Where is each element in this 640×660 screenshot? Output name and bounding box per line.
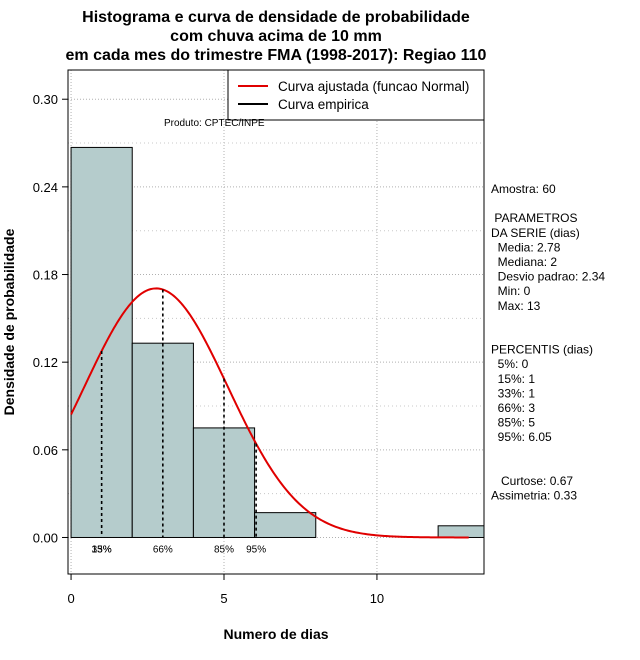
stat-line: 95%: 6.05 <box>491 430 552 444</box>
stat-line: DA SERIE (dias) <box>491 226 580 240</box>
percentile-lines: 15% 66% 85% 95% 33% <box>92 289 266 555</box>
x-tick-label: 5 <box>220 591 227 606</box>
y-tick-label: 0.06 <box>33 443 58 458</box>
normal-curve <box>70 287 469 539</box>
stat-line: 15%: 1 <box>491 372 535 386</box>
stat-line: Amostra: 60 <box>491 182 556 196</box>
stat-line: 85%: 5 <box>491 416 535 430</box>
stat-line: Min: 0 <box>491 284 531 298</box>
y-tick-label: 0.12 <box>33 355 58 370</box>
stat-line: PARAMETROS <box>491 211 577 225</box>
y-tick-label: 0.00 <box>33 530 58 545</box>
percentile-label: 95% <box>246 544 266 555</box>
y-tick-label: 0.24 <box>33 180 58 195</box>
stat-line: 5%: 0 <box>491 357 529 371</box>
histogram-bar <box>70 146 133 538</box>
legend-label: Curva ajustada (funcao Normal) <box>278 79 469 94</box>
percentile-label: 85% <box>214 544 234 555</box>
normal-curve-line <box>70 287 469 539</box>
stat-line: 33%: 1 <box>491 386 535 400</box>
x-tick-label: 10 <box>370 591 384 606</box>
legend: Curva ajustada (funcao Normal) Curva empi… <box>227 69 485 121</box>
y-tick-label: 0.30 <box>33 92 58 107</box>
stat-line: Media: 2.78 <box>491 240 561 254</box>
percentile-label: 15% <box>92 544 112 555</box>
histogram-bars <box>70 146 485 538</box>
percentile-label: 66% <box>153 544 173 555</box>
legend-label: Curva empirica <box>278 97 369 112</box>
chart-title: Histograma e curva de densidade de proba… <box>66 9 487 64</box>
stat-line: Max: 13 <box>491 299 541 313</box>
stat-line: 66%: 3 <box>491 401 535 415</box>
histogram-bar <box>437 525 485 538</box>
x-tick-label: 0 <box>67 591 74 606</box>
title-line: em cada mes do trimestre FMA (1998-2017)… <box>66 47 487 64</box>
histogram-bar <box>254 512 317 538</box>
legend-box <box>227 69 485 121</box>
x-axis-label: Numero de dias <box>223 626 328 642</box>
axes: 0 5 10 0.00 0.06 0.12 0.18 0.24 0.30 <box>33 69 485 606</box>
stat-line: Curtose: 0.67 <box>491 474 573 488</box>
y-axis-label: Densidade de probabilidade <box>1 228 17 415</box>
title-line: Histograma e curva de densidade de proba… <box>82 9 470 26</box>
percentile-label: 33% <box>92 544 112 555</box>
y-tick-label: 0.18 <box>33 268 58 283</box>
stat-line: PERCENTIS (dias) <box>491 343 593 357</box>
title-line: com chuva acima de 10 mm <box>170 28 382 45</box>
stat-line: Mediana: 2 <box>491 255 557 269</box>
stat-line: Desvio padrao: 2.34 <box>491 270 605 284</box>
product-annotation: Produto: CPTEC/INPE <box>164 118 265 129</box>
stat-line: Assimetria: 0.33 <box>491 489 577 503</box>
